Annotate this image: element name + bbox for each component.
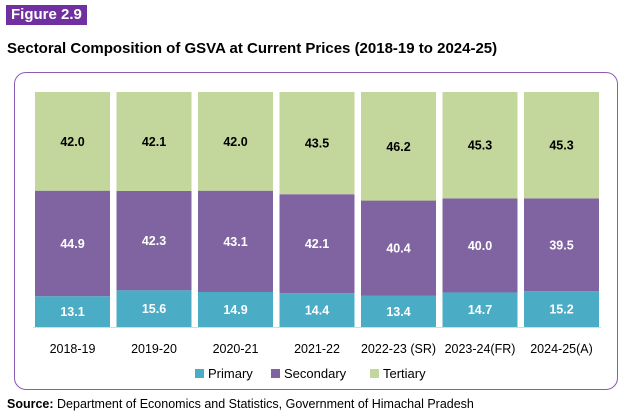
bar-primary-2018-19 [35, 296, 110, 327]
bar-tertiary-2019-20 [116, 92, 192, 191]
figure-label: Figure 2.9 [6, 5, 87, 25]
legend-swatch-tertiary [370, 369, 379, 378]
data-label-secondary-2020-21: 43.1 [223, 235, 247, 249]
data-label-primary-2023-24-fr: 14.7 [468, 303, 492, 317]
data-label-tertiary-2023-24-fr: 45.3 [468, 139, 492, 153]
data-label-primary-2019-20: 15.6 [142, 302, 166, 316]
bar-tertiary-2024-25-a [524, 92, 599, 199]
bar-tertiary-2020-21 [198, 92, 273, 191]
x-tick-label-2018-19: 2018-19 [50, 342, 96, 356]
bar-secondary-2018-19 [35, 190, 110, 297]
x-tick-label-2023-24-fr: 2023-24(FR) [445, 342, 516, 356]
source-label: Source: [7, 397, 54, 411]
bar-secondary-2019-20 [116, 190, 192, 291]
chart-title: Sectoral Composition of GSVA at Current … [7, 40, 498, 57]
data-label-tertiary-2022-23-sr: 46.2 [386, 140, 410, 154]
x-tick-label-2020-21: 2020-21 [213, 342, 259, 356]
bar-primary-2022-23-sr [361, 295, 436, 327]
bar-tertiary-2018-19 [35, 92, 110, 191]
data-label-tertiary-2020-21: 42.0 [223, 135, 247, 149]
legend-label-secondary: Secondary [284, 366, 347, 381]
data-label-tertiary-2019-20: 42.1 [142, 135, 166, 149]
source-text: Department of Economics and Statistics, … [57, 397, 474, 411]
data-label-secondary-2018-19: 44.9 [60, 237, 84, 251]
data-label-secondary-2023-24-fr: 40.0 [468, 239, 492, 253]
data-label-secondary-2024-25-a: 39.5 [549, 238, 573, 252]
bar-primary-2023-24-fr [442, 292, 518, 327]
data-label-primary-2020-21: 14.9 [223, 303, 247, 317]
data-label-secondary-2021-22: 42.1 [305, 237, 329, 251]
legend-label-tertiary: Tertiary [383, 366, 426, 381]
bar-primary-2024-25-a [524, 291, 599, 327]
bar-primary-2020-21 [198, 291, 273, 327]
x-tick-label-2021-22: 2021-22 [294, 342, 340, 356]
bar-secondary-2023-24-fr [442, 198, 518, 293]
data-label-tertiary-2021-22: 43.5 [305, 137, 329, 151]
bar-tertiary-2022-23-sr [361, 92, 436, 201]
data-label-secondary-2022-23-sr: 40.4 [386, 242, 410, 256]
source-note: Source: Department of Economics and Stat… [7, 397, 474, 411]
chart-panel: 13.1 44.9 42.0 2018-19 15.6 42.3 42.1 2019-20 14… [14, 72, 618, 390]
x-tick-label-2022-23-sr: 2022-23 (SR) [361, 342, 436, 356]
bar-tertiary-2021-22 [279, 92, 355, 195]
legend-label-primary: Primary [208, 366, 253, 381]
legend-swatch-secondary [271, 369, 280, 378]
bar-secondary-2020-21 [198, 190, 273, 292]
x-tick-label-2024-25-a: 2024-25(A) [530, 342, 593, 356]
bar-secondary-2021-22 [279, 194, 355, 294]
legend-swatch-primary [195, 369, 204, 378]
bar-secondary-2024-25-a [524, 198, 599, 292]
bar-primary-2021-22 [279, 293, 355, 327]
data-label-primary-2021-22: 14.4 [305, 304, 329, 318]
data-label-primary-2022-23-sr: 13.4 [386, 305, 410, 319]
data-label-tertiary-2024-25-a: 45.3 [549, 139, 573, 153]
bar-primary-2019-20 [116, 290, 192, 327]
x-tick-label-2019-20: 2019-20 [131, 342, 177, 356]
bar-tertiary-2023-24-fr [442, 92, 518, 199]
data-label-primary-2024-25-a: 15.2 [549, 303, 573, 317]
data-label-primary-2018-19: 13.1 [60, 305, 84, 319]
data-label-tertiary-2018-19: 42.0 [60, 135, 84, 149]
data-label-secondary-2019-20: 42.3 [142, 234, 166, 248]
stacked-bar-chart: 13.1 44.9 42.0 2018-19 15.6 42.3 42.1 2019-20 14… [33, 92, 601, 381]
bar-secondary-2022-23-sr [361, 200, 436, 296]
